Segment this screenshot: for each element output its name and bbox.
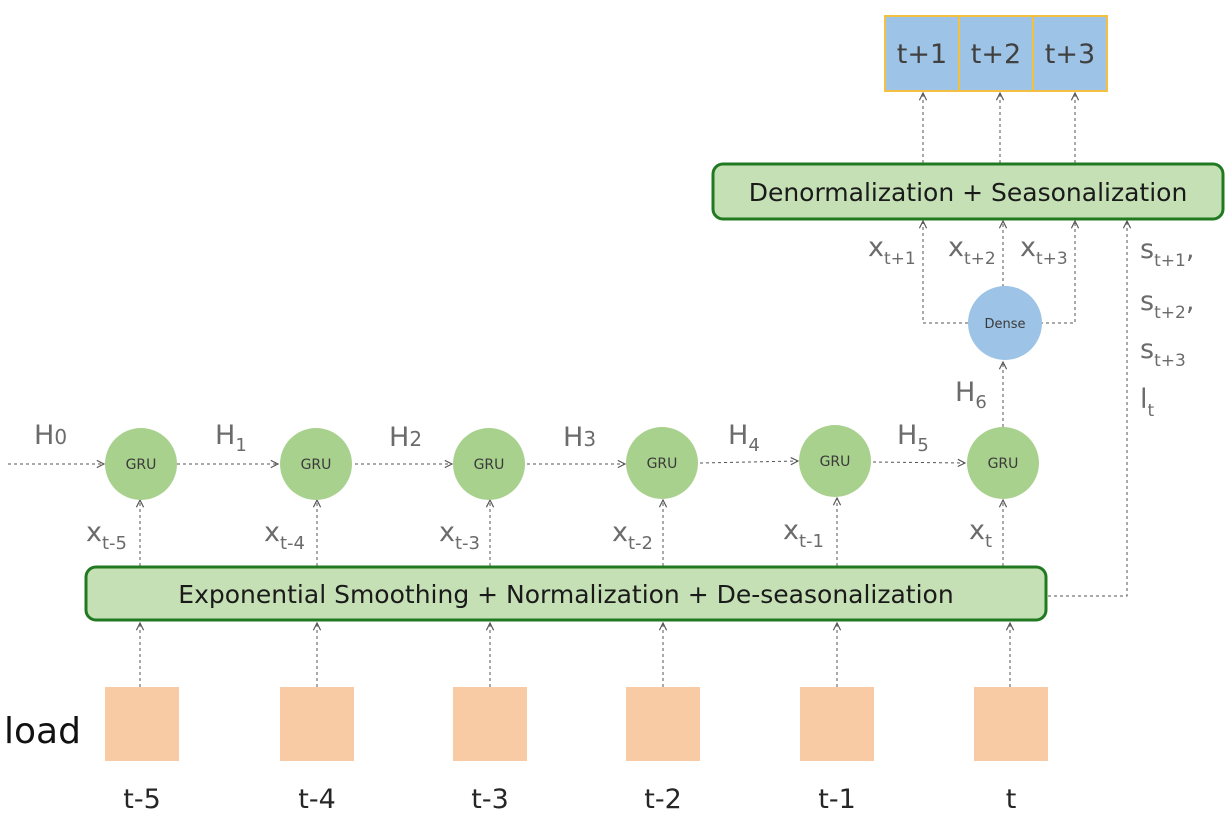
load-boxes xyxy=(105,687,1048,761)
denorm-block-label: Denormalization + Seasonalization xyxy=(749,178,1188,207)
seasonality-s-t+2: st+2, xyxy=(1140,286,1194,323)
hidden-h1: H1 xyxy=(215,420,247,456)
hidden-h3: H3 xyxy=(563,422,596,453)
gru-node-t-5 xyxy=(105,428,177,500)
load-box-t-5 xyxy=(105,687,179,761)
gru-node-t-4 xyxy=(280,428,352,500)
output-box-t+3 xyxy=(1032,15,1108,92)
gru-nodes: GRU GRU GRU GRU GRU GRU xyxy=(105,425,1039,500)
output-label-t+2: t+2 xyxy=(971,39,1021,70)
gru-label-t-4: GRU xyxy=(301,457,332,473)
gru-node-t-1 xyxy=(799,425,871,497)
input-labels: xt-5 xt-4 xt-3 xt-2 xt-1 xt xyxy=(86,515,992,554)
hidden-h6: H6 xyxy=(955,377,987,413)
load-box-t xyxy=(974,687,1048,761)
denorm-block xyxy=(711,162,1225,221)
load-box-t-2 xyxy=(626,687,700,761)
hidden-h4: H4 xyxy=(728,420,760,456)
hidden-state-labels: H0 H1 H2 H3 H4 H5 H6 xyxy=(34,377,987,456)
hidden-h0: H0 xyxy=(34,420,67,451)
arrow-h5 xyxy=(872,462,965,463)
output-boxes: t+1 t+2 t+3 xyxy=(884,15,1108,92)
gru-label-t-1: GRU xyxy=(820,454,851,470)
arrow-h4 xyxy=(699,461,798,463)
input-x-t-5: xt-5 xyxy=(86,517,127,554)
output-label-t+1: t+1 xyxy=(897,39,947,70)
output-box-t+2 xyxy=(958,15,1034,92)
hidden-h5: H5 xyxy=(897,420,929,456)
hidden-h2: H2 xyxy=(389,422,422,453)
dense-label: Dense xyxy=(984,317,1025,332)
input-x-t-3: xt-3 xyxy=(439,517,480,554)
dense-output-x-t+2: xt+2 xyxy=(948,232,996,269)
arrow-dense-x-t+1 xyxy=(923,221,968,324)
seasonality-labels: st+1, st+2, st+3 lt xyxy=(1140,234,1194,421)
time-label-t: t xyxy=(1006,784,1017,815)
gru-label-t-3: GRU xyxy=(474,457,505,473)
seasonality-s-t+3: st+3 xyxy=(1140,334,1186,371)
time-label-t-2: t-2 xyxy=(644,784,682,815)
time-label-t-5: t-5 xyxy=(123,784,161,815)
dense-output-labels: xt+1 xt+2 xt+3 xyxy=(868,232,1068,269)
input-x-t-2: xt-2 xyxy=(612,517,653,554)
seasonality-s-t+1: st+1, xyxy=(1140,234,1194,271)
time-step-labels: t-5 t-4 t-3 t-2 t-1 t xyxy=(123,784,1016,815)
level-l-t: lt xyxy=(1140,384,1155,421)
gru-label-t: GRU xyxy=(988,456,1019,472)
gru-label-t-2: GRU xyxy=(647,456,678,472)
load-box-t-4 xyxy=(280,687,354,761)
time-label-t-3: t-3 xyxy=(471,784,509,815)
output-label-t+3: t+3 xyxy=(1045,39,1095,70)
smoothing-block xyxy=(84,565,1048,622)
gru-node-t xyxy=(967,427,1039,499)
load-box-t-1 xyxy=(800,687,874,761)
time-label-t-1: t-1 xyxy=(818,784,856,815)
smoothing-block-label: Exponential Smoothing + Normalization + … xyxy=(178,580,953,609)
load-box-t-3 xyxy=(453,687,527,761)
time-label-t-4: t-4 xyxy=(298,784,336,815)
arrow-dense-x-t+3 xyxy=(1040,221,1075,324)
dense-node xyxy=(968,286,1042,360)
gru-label-t-5: GRU xyxy=(126,457,157,473)
dense-output-x-t+3: xt+3 xyxy=(1020,232,1068,269)
input-x-t: xt xyxy=(969,515,992,552)
connectors xyxy=(8,93,1127,687)
arrow-seasonality-feed xyxy=(1048,221,1127,597)
load-label: load xyxy=(4,711,81,752)
input-x-t-4: xt-4 xyxy=(264,517,305,554)
input-x-t-1: xt-1 xyxy=(783,515,824,552)
gru-node-t-2 xyxy=(626,427,698,499)
dense-output-x-t+1: xt+1 xyxy=(868,232,916,269)
output-box-t+1 xyxy=(884,15,960,92)
gru-node-t-3 xyxy=(453,428,525,500)
